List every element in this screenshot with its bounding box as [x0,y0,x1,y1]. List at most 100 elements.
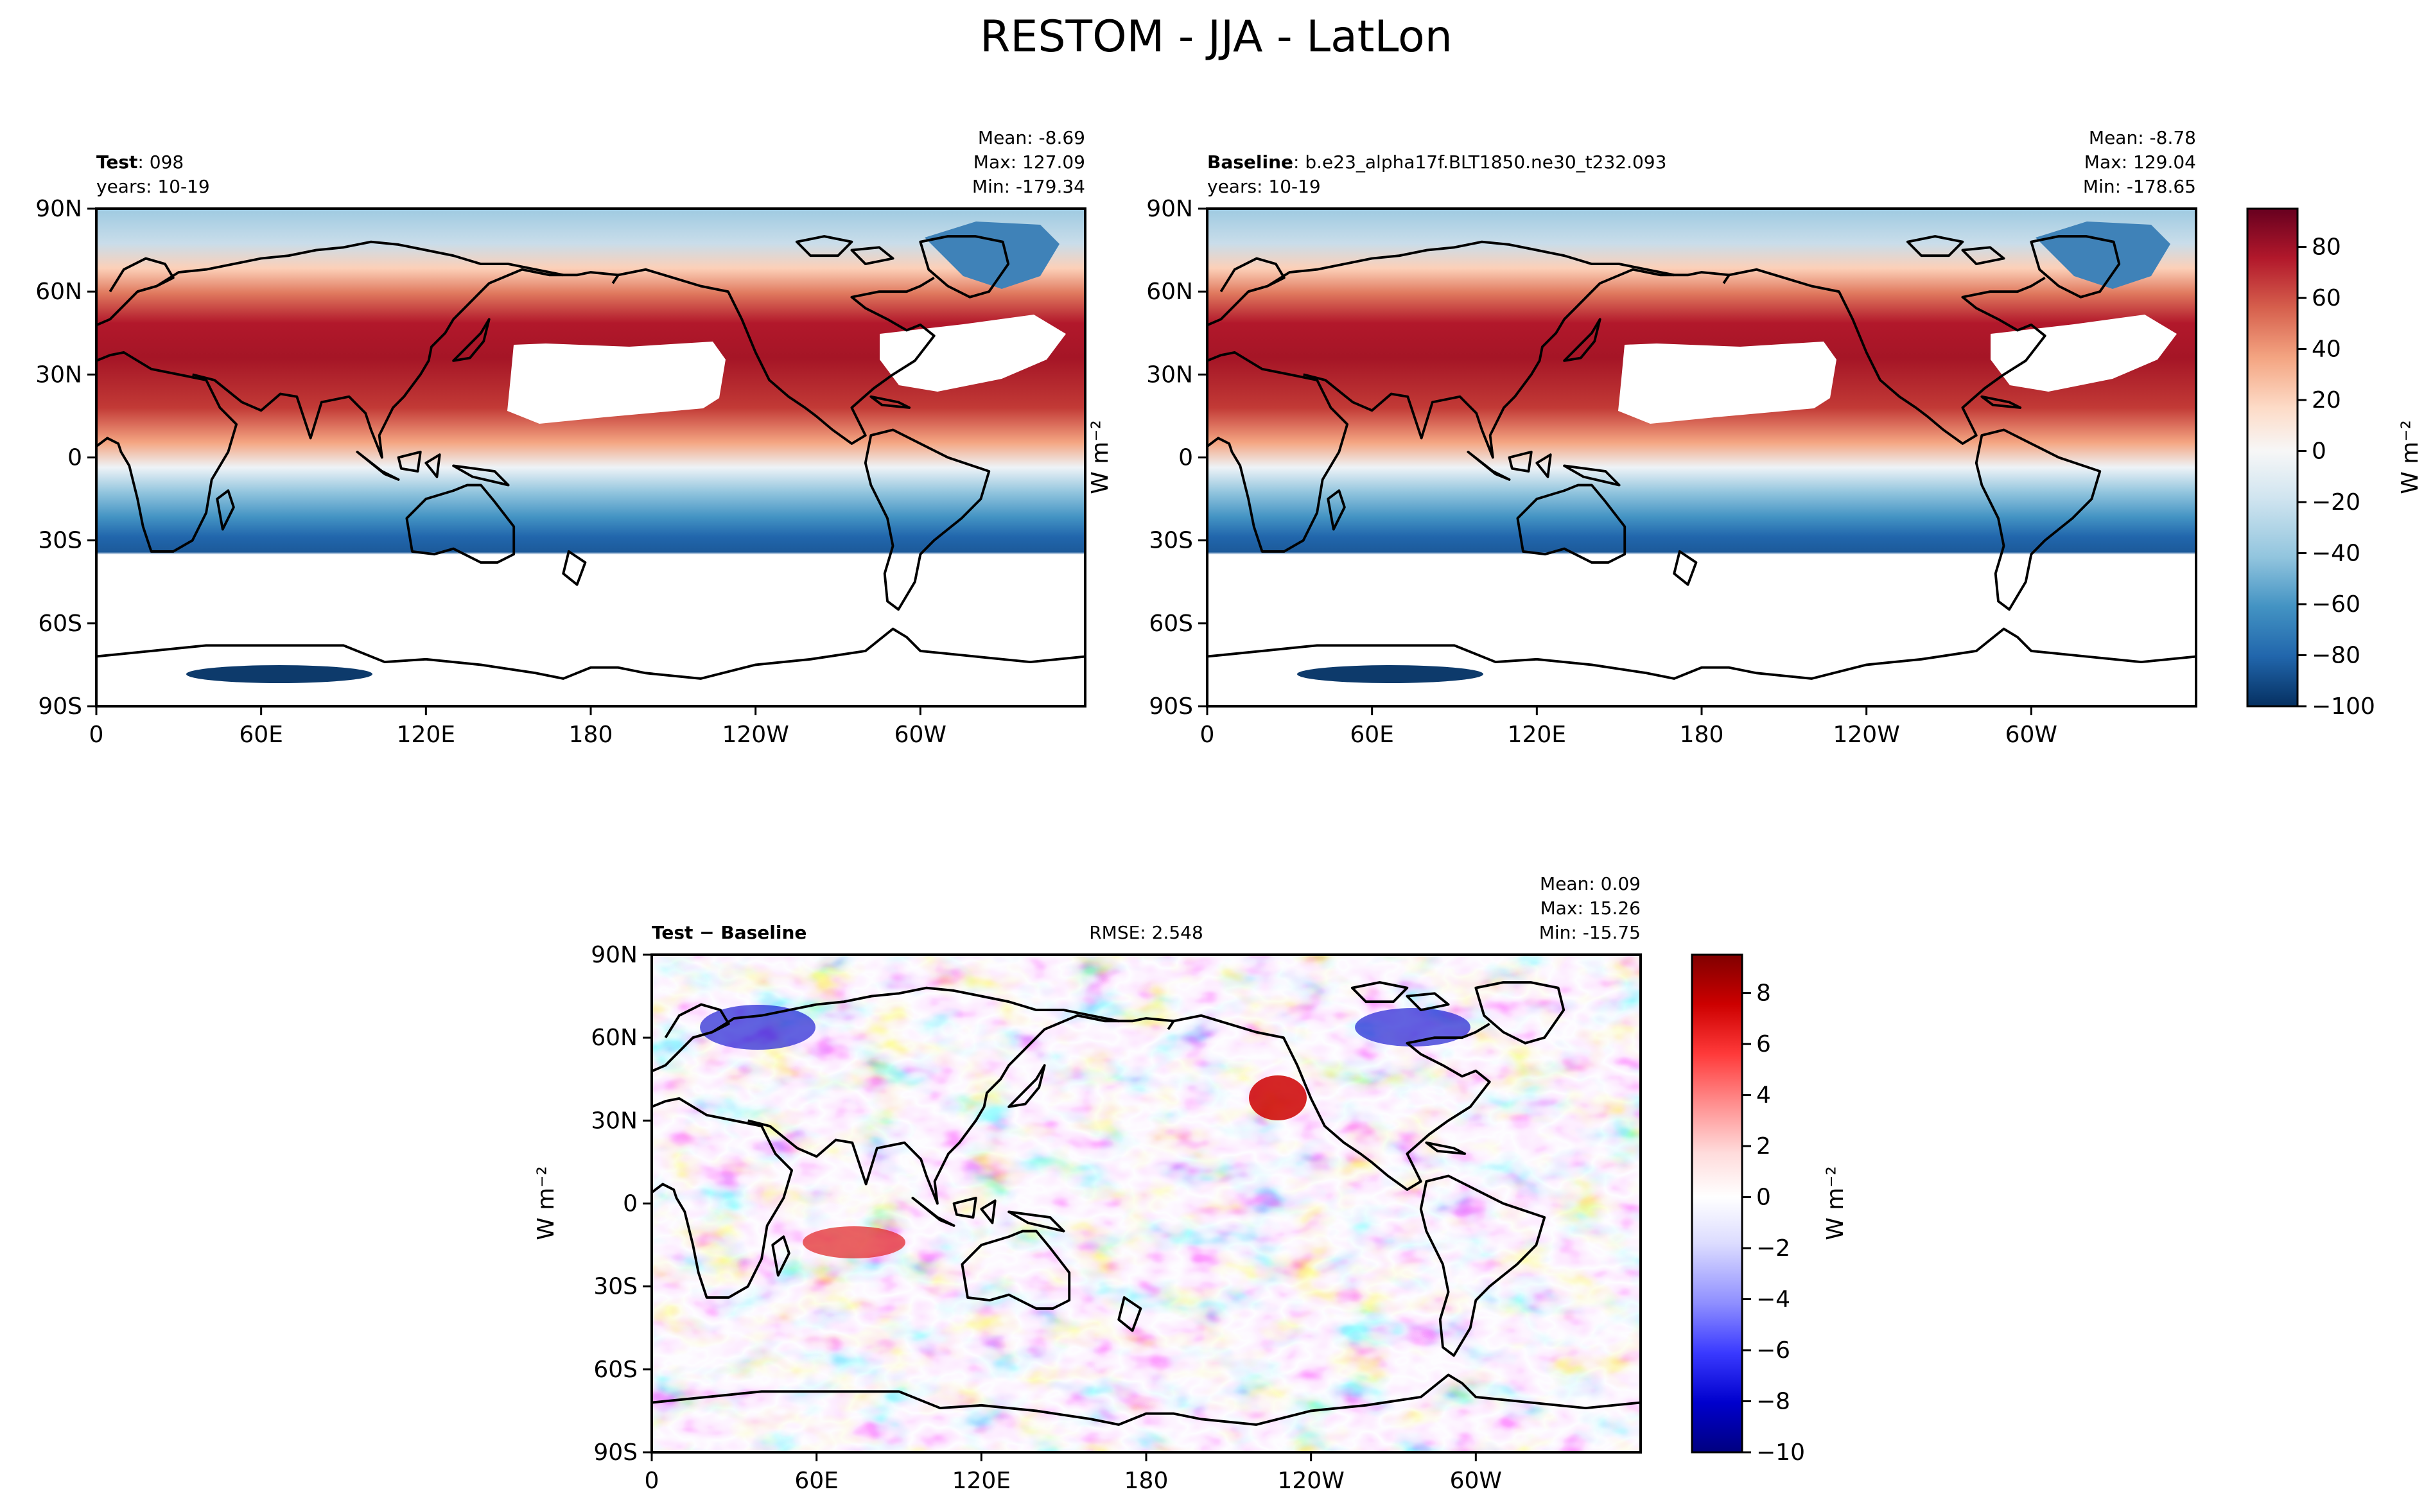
test-mean: Mean: -8.69 [978,127,1085,148]
test-x-ticks: 0 60E 120E 180 120W 60W [89,706,946,748]
top-colorbar-ticks: 80 60 40 20 0 −20 −40 −60 −80 −100 [2298,234,2375,720]
top-ylabel: W m⁻² [1087,420,1113,494]
diff-field-texture [652,955,1641,1452]
baseline-x-ticks: 0 60E 120E 180 120W 60W [1200,706,2057,748]
baseline-title-bold: Baseline [1207,152,1293,173]
test-xtick-label: 120E [397,722,455,748]
baseline-xtick-label: 120E [1508,722,1566,748]
test-y-ticks: 90N 60N 30N 0 30S 60S 90S [35,196,96,720]
baseline-ytick-label: 60S [1149,611,1193,637]
top-colorbar-tick-label: −40 [2312,541,2360,567]
test-ytick-label: 30S [38,528,82,554]
top-colorbar-tick-label: 20 [2312,387,2341,413]
test-field [96,209,1085,706]
diff-namerica-blue-anomaly [1355,1008,1470,1047]
baseline-xtick-label: 60W [2005,722,2057,748]
test-xtick-label: 60E [239,722,283,748]
svg-text:Test: 098: Test: 098 [96,152,184,173]
top-colorbar-tick-label: −100 [2312,693,2375,720]
test-xtick-label: 120W [722,722,789,748]
baseline-ytick-label: 30N [1146,361,1193,388]
diff-ytick-label: 30S [593,1274,638,1300]
test-min: Min: -179.34 [972,176,1085,197]
test-antarctic-blob [186,665,372,683]
test-ytick-label: 90N [35,196,82,222]
diff-xtick-label: 120W [1278,1468,1345,1494]
diff-ytick-label: 30N [591,1108,638,1134]
test-xtick-label: 0 [89,722,104,748]
top-colorbar-tick-label: 40 [2312,336,2341,363]
diff-colorbar-tick-label: 8 [1756,980,1771,1007]
top-colorbar-tick-label: 80 [2312,234,2341,261]
diff-max: Max: 15.26 [1540,898,1641,919]
diff-colorbar-tick-label: −10 [1756,1439,1805,1466]
test-panel: Test: 098 years: 10-19 Mean: -8.69 Max: … [35,127,1086,748]
diff-ytick-label: 60N [591,1025,638,1051]
diff-ytick-label: 90S [593,1439,638,1466]
baseline-antarctic-blob [1297,665,1483,683]
baseline-ytick-label: 90S [1149,693,1193,720]
top-colorbar-tick-label: 0 [2312,439,2326,465]
diff-ylabel: W m⁻² [533,1166,559,1240]
test-ytick-label: 60N [35,279,82,305]
diff-pacific-red-anomaly [1249,1075,1307,1120]
diff-xtick-label: 0 [645,1468,659,1494]
diff-colorbar-tick-label: −6 [1756,1337,1790,1364]
baseline-ytick-label: 60N [1146,279,1193,305]
diff-colorbar-tick-label: 4 [1756,1082,1771,1109]
top-colorbar-label: W m⁻² [2397,420,2423,494]
baseline-ytick-label: 30S [1149,528,1193,554]
top-colorbar-tick-label: 60 [2312,285,2341,311]
test-greenland [925,222,1060,289]
baseline-xtick-label: 60E [1350,722,1394,748]
top-colorbar-tick-label: −60 [2312,591,2360,618]
test-title-bold: Test [96,152,137,173]
test-title-rest: : 098 [137,152,184,173]
baseline-ytick-label: 0 [1178,445,1193,471]
svg-text:Baseline: b.e23_alpha17f.BLT18: Baseline: b.e23_alpha17f.BLT1850.ne30_t2… [1207,152,1666,173]
diff-ytick-label: 0 [623,1191,638,1217]
baseline-title: Baseline: b.e23_alpha17f.BLT1850.ne30_t2… [1207,152,1666,197]
diff-colorbar-gradient [1691,953,1743,1454]
baseline-max: Max: 129.04 [2084,152,2196,173]
test-ytick-label: 60S [38,611,82,637]
baseline-stats: Mean: -8.78 Max: 129.04 Min: -178.65 [2083,127,2196,197]
diff-colorbar-tick-label: 2 [1756,1133,1771,1160]
test-max: Max: 127.09 [973,152,1085,173]
baseline-ytick-label: 90N [1146,196,1193,222]
top-colorbar-tick-label: −80 [2312,643,2360,669]
diff-y-ticks: 90N 60N 30N 0 30S 60S 90S [591,942,652,1466]
test-title: Test: 098 years: 10-19 [96,152,210,197]
baseline-xtick-label: 120W [1833,722,1900,748]
test-stats: Mean: -8.69 Max: 127.09 Min: -179.34 [972,127,1085,197]
baseline-field [1207,209,2196,706]
diff-stats: Mean: 0.09 Max: 15.26 Min: -15.75 [1539,873,1641,943]
diff-title: Test − Baseline [652,922,807,943]
test-xtick-label: 60W [894,722,946,748]
diff-colorbar-tick-label: −2 [1756,1235,1790,1262]
diff-xtick-label: 120E [952,1468,1011,1494]
test-atlantic-patch [880,315,1066,392]
diff-colorbar-ticks: 8 6 4 2 0 −2 −4 −6 −8 −10 [1742,980,1805,1466]
baseline-mean: Mean: -8.78 [2089,127,2196,148]
diff-xtick-label: 60W [1450,1468,1502,1494]
diff-xtick-label: 180 [1124,1468,1169,1494]
diff-xtick-label: 60E [794,1468,839,1494]
diff-colorbar: 8 6 4 2 0 −2 −4 −6 −8 −10 W m⁻² [1691,953,1849,1466]
diff-colorbar-tick-label: −8 [1756,1389,1790,1415]
baseline-atlantic-patch [1991,315,2177,392]
baseline-title-rest: : b.e23_alpha17f.BLT1850.ne30_t232.093 [1293,152,1666,173]
test-pacific-patch [507,342,726,424]
baseline-panel: Baseline: b.e23_alpha17f.BLT1850.ne30_t2… [1146,127,2197,748]
test-xtick-label: 180 [569,722,613,748]
top-colorbar-gradient [2246,207,2299,708]
test-years: years: 10-19 [96,176,210,197]
figure-title: RESTOM - JJA - LatLon [980,12,1452,62]
diff-indian-red-anomaly [803,1226,905,1258]
baseline-xtick-label: 0 [1200,722,1215,748]
diff-colorbar-tick-label: −4 [1756,1287,1790,1313]
diff-colorbar-tick-label: 0 [1756,1185,1771,1211]
test-ytick-label: 90S [38,693,82,720]
diff-mean: Mean: 0.09 [1540,873,1641,894]
